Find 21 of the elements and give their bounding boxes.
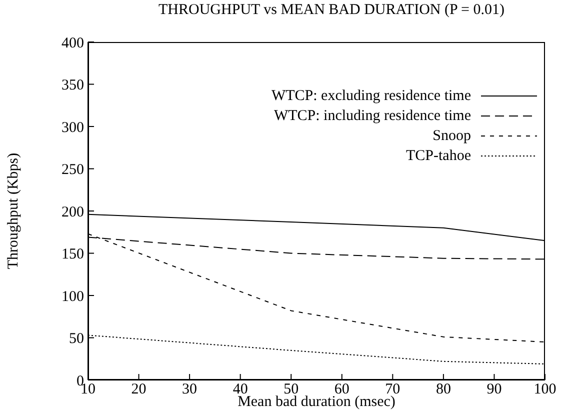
y-tick-label: 300 (62, 120, 84, 136)
y-axis-title: Throughput (Kbps) (5, 152, 22, 270)
legend-label: Snoop (432, 128, 471, 144)
y-tick-label: 50 (69, 331, 84, 348)
y-tick-label: 250 (62, 162, 84, 178)
x-tick-label: 90 (486, 382, 502, 398)
x-tick-label: 30 (182, 382, 198, 398)
x-tick-label: 100 (534, 382, 556, 398)
x-tick-label: 80 (436, 382, 451, 398)
y-tick-label: 100 (62, 288, 84, 305)
line-series (88, 334, 545, 364)
x-tick-label: 20 (131, 382, 146, 398)
y-tick-label: 350 (62, 78, 84, 94)
y-tick-label: 200 (62, 204, 84, 220)
y-tick-label: 400 (62, 35, 84, 52)
chart-title: THROUGHPUT vs MEAN BAD DURATION (P = 0.01) (158, 2, 506, 19)
y-tick-label: 150 (62, 246, 84, 263)
legend-label: WTCP: excluding residence time (271, 88, 471, 104)
legend-label: TCP-tahoe (406, 148, 471, 164)
legend-label: WTCP: including residence time (274, 108, 471, 124)
y-tick-label: 0 (76, 373, 84, 390)
